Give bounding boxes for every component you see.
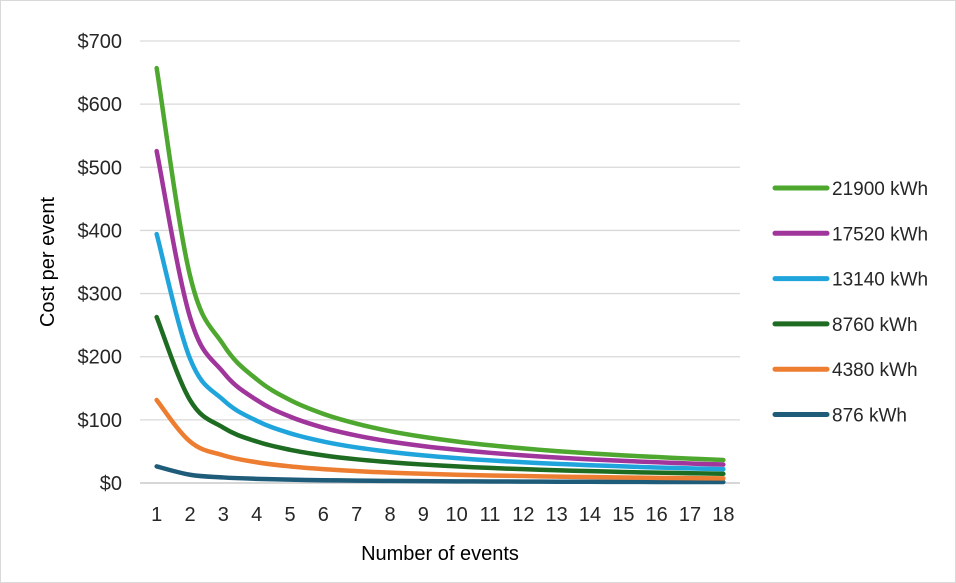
gridlines	[140, 40, 740, 484]
x-tick-label: 2	[184, 504, 195, 526]
x-tick-label: 4	[251, 504, 262, 526]
x-tick-label: 12	[512, 504, 534, 526]
legend: 21900 kWh 17520 kWh 13140 kWh 8760 kWh 4380 …	[772, 179, 928, 427]
x-tick-label: 16	[646, 504, 668, 526]
x-tick-label: 8	[384, 504, 395, 526]
x-tick-label: 17	[679, 504, 701, 526]
legend-label: 13140 kWh	[832, 270, 928, 291]
series-lines	[154, 65, 726, 485]
x-axis-title: Number of events	[361, 543, 519, 565]
legend-label: 876 kWh	[832, 406, 907, 427]
legend-label: 8760 kWh	[832, 315, 918, 336]
x-tick-label: 15	[612, 504, 634, 526]
x-tick-label: 18	[712, 504, 734, 526]
y-tick-label: $200	[78, 347, 123, 369]
series-line-8760-kwh	[154, 314, 726, 477]
legend-label: 17520 kWh	[832, 224, 928, 245]
x-tick-label: 13	[546, 504, 568, 526]
x-tick-label: 5	[284, 504, 295, 526]
y-axis-ticks: $0 $100 $200 $300 $400 $500 $600 $700	[78, 31, 123, 495]
x-tick-label: 7	[351, 504, 362, 526]
x-tick-label: 1	[151, 504, 162, 526]
x-tick-label: 11	[480, 504, 501, 526]
x-tick-label: 9	[418, 504, 429, 526]
y-axis-title: Cost per event	[37, 197, 59, 328]
y-tick-label: $300	[78, 284, 123, 306]
y-tick-label: $500	[78, 157, 123, 179]
y-tick-label: $100	[78, 410, 123, 432]
x-tick-label: 3	[218, 504, 229, 526]
legend-label: 21900 kWh	[832, 179, 928, 200]
y-tick-label: $600	[78, 94, 123, 116]
y-tick-label: $400	[78, 220, 123, 242]
series-line-21900-kwh	[154, 65, 726, 463]
x-tick-label: 6	[318, 504, 329, 526]
y-tick-label: $700	[78, 31, 123, 53]
x-tick-label: 14	[579, 504, 601, 526]
y-tick-label: $0	[100, 473, 122, 495]
series-line-13140-kwh	[154, 231, 726, 472]
series-line-17520-kwh	[154, 148, 726, 467]
x-tick-label: 10	[446, 504, 468, 526]
series-line-4380-kwh	[154, 397, 726, 481]
x-axis-ticks: 1 2 3 4 5 6 7 8 9 10 11 12 13 14 15 16 17 18	[151, 504, 734, 526]
legend-label: 4380 kWh	[832, 360, 918, 381]
series-line-876-kwh	[154, 464, 726, 485]
